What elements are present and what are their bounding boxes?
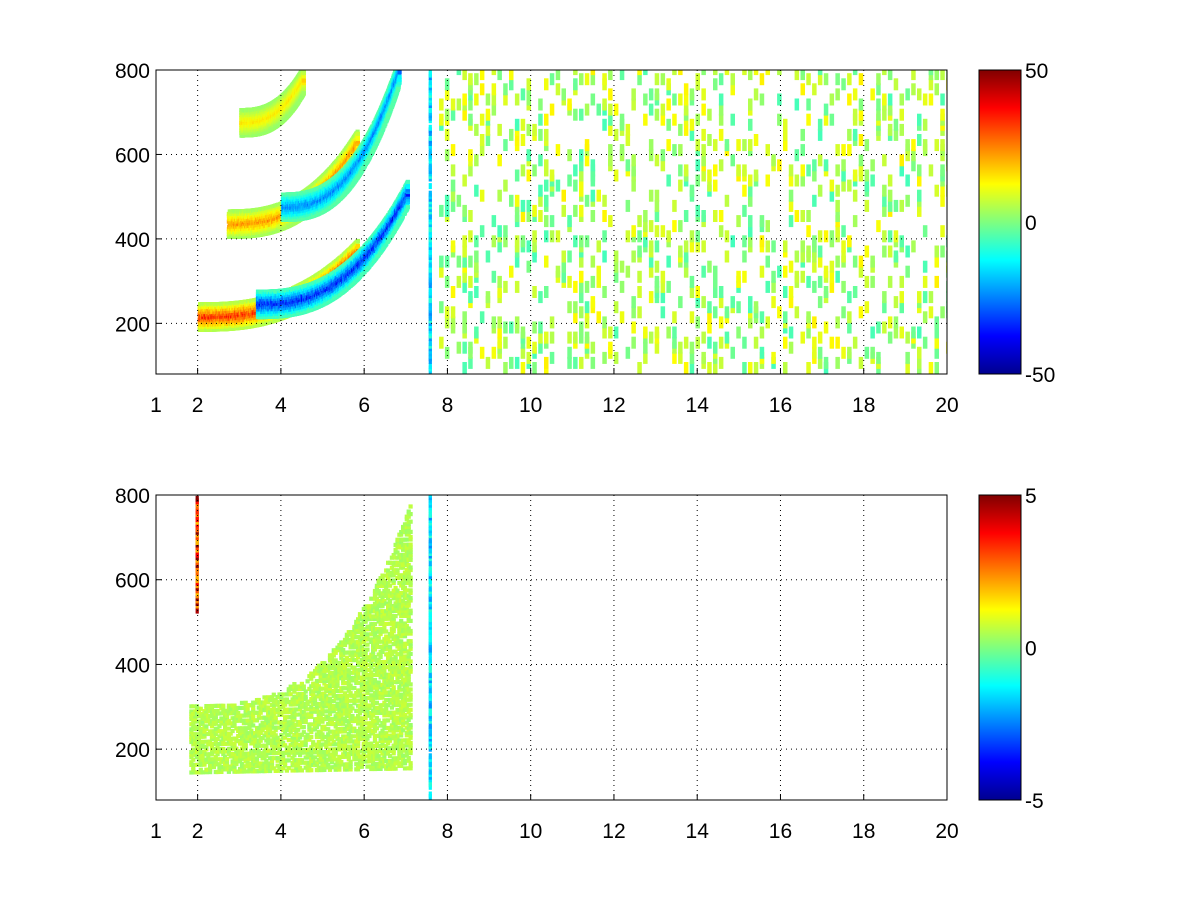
heatmap-cell <box>356 244 360 248</box>
heatmap-cell <box>356 239 360 243</box>
